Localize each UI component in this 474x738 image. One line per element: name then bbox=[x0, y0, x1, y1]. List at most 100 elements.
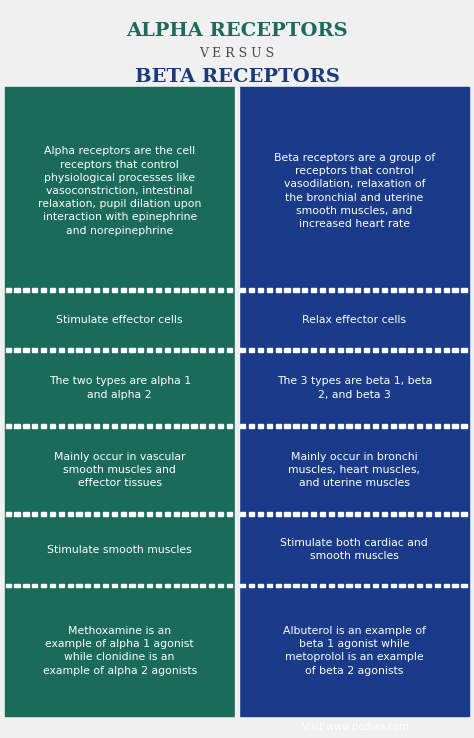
Bar bbox=[138, 424, 144, 428]
Bar bbox=[67, 424, 73, 428]
Bar bbox=[444, 288, 449, 292]
Bar bbox=[461, 348, 466, 352]
Bar bbox=[337, 512, 343, 516]
Bar bbox=[355, 584, 360, 587]
Bar bbox=[373, 512, 378, 516]
Bar bbox=[417, 512, 422, 516]
Text: Visit www.pediaa.com: Visit www.pediaa.com bbox=[302, 722, 409, 732]
Bar bbox=[103, 584, 108, 587]
Bar bbox=[373, 584, 378, 587]
Bar bbox=[426, 348, 431, 352]
Bar bbox=[85, 348, 91, 352]
Bar bbox=[6, 348, 11, 352]
Bar bbox=[408, 424, 413, 428]
Bar bbox=[302, 288, 307, 292]
Bar bbox=[267, 288, 272, 292]
Bar bbox=[94, 512, 99, 516]
Bar bbox=[209, 348, 214, 352]
Bar bbox=[227, 584, 232, 587]
Bar bbox=[147, 584, 152, 587]
Text: The two types are alpha 1
and alpha 2: The two types are alpha 1 and alpha 2 bbox=[49, 376, 191, 400]
Bar bbox=[258, 348, 263, 352]
Text: Relax effector cells: Relax effector cells bbox=[302, 315, 406, 325]
Bar bbox=[320, 424, 325, 428]
Bar bbox=[112, 348, 117, 352]
Bar bbox=[218, 288, 223, 292]
Bar bbox=[23, 512, 28, 516]
Bar bbox=[138, 348, 144, 352]
Bar bbox=[76, 424, 82, 428]
Bar bbox=[328, 584, 334, 587]
Bar bbox=[120, 288, 126, 292]
Bar bbox=[373, 424, 378, 428]
Bar bbox=[5, 290, 235, 351]
Bar bbox=[32, 424, 37, 428]
Bar bbox=[426, 288, 431, 292]
Bar bbox=[6, 584, 11, 587]
Bar bbox=[50, 512, 55, 516]
Bar bbox=[173, 424, 179, 428]
Bar bbox=[293, 424, 299, 428]
Bar bbox=[249, 584, 255, 587]
Bar bbox=[182, 288, 188, 292]
Bar bbox=[50, 288, 55, 292]
Bar bbox=[382, 288, 387, 292]
Bar bbox=[311, 424, 316, 428]
Bar bbox=[156, 584, 161, 587]
Bar bbox=[293, 584, 299, 587]
Bar bbox=[120, 512, 126, 516]
Bar bbox=[258, 584, 263, 587]
Bar bbox=[94, 348, 99, 352]
Bar bbox=[15, 512, 20, 516]
Bar bbox=[239, 92, 469, 290]
Bar bbox=[400, 348, 405, 352]
Bar bbox=[302, 584, 307, 587]
Bar bbox=[76, 584, 82, 587]
Bar bbox=[156, 424, 161, 428]
Bar bbox=[76, 512, 82, 516]
Bar bbox=[240, 512, 246, 516]
Bar bbox=[328, 424, 334, 428]
Bar bbox=[461, 424, 466, 428]
Bar bbox=[129, 584, 135, 587]
Bar bbox=[191, 288, 197, 292]
Text: Alpha receptors are the cell
receptors that control
physiological processes like: Alpha receptors are the cell receptors t… bbox=[38, 146, 201, 235]
Bar bbox=[173, 512, 179, 516]
Bar bbox=[103, 288, 108, 292]
Bar bbox=[129, 424, 135, 428]
Bar bbox=[293, 512, 299, 516]
Bar bbox=[417, 288, 422, 292]
Bar bbox=[320, 584, 325, 587]
Bar bbox=[453, 512, 458, 516]
Bar bbox=[120, 348, 126, 352]
Bar bbox=[239, 351, 469, 426]
Bar bbox=[311, 348, 316, 352]
Bar bbox=[391, 584, 396, 587]
Bar bbox=[23, 288, 28, 292]
Bar bbox=[120, 424, 126, 428]
Text: Albuterol is an example of
beta 1 agonist while
metoprolol is an example
of beta: Albuterol is an example of beta 1 agonis… bbox=[283, 626, 426, 675]
Text: Mainly occur in vascular
smooth muscles and
effector tissues: Mainly occur in vascular smooth muscles … bbox=[54, 452, 185, 489]
Bar bbox=[355, 424, 360, 428]
Bar bbox=[76, 288, 82, 292]
Bar bbox=[328, 288, 334, 292]
Bar bbox=[320, 348, 325, 352]
Bar bbox=[6, 512, 11, 516]
Bar bbox=[191, 348, 197, 352]
Bar bbox=[5, 585, 235, 716]
Bar bbox=[328, 512, 334, 516]
Bar bbox=[275, 424, 281, 428]
Bar bbox=[240, 584, 246, 587]
Bar bbox=[417, 584, 422, 587]
Bar bbox=[112, 512, 117, 516]
Bar bbox=[103, 424, 108, 428]
Bar bbox=[408, 288, 413, 292]
Text: Stimulate smooth muscles: Stimulate smooth muscles bbox=[47, 545, 192, 555]
Bar bbox=[364, 584, 369, 587]
Bar bbox=[50, 424, 55, 428]
Bar bbox=[382, 512, 387, 516]
Bar bbox=[200, 288, 205, 292]
Bar bbox=[382, 424, 387, 428]
Bar bbox=[165, 424, 170, 428]
Bar bbox=[156, 288, 161, 292]
